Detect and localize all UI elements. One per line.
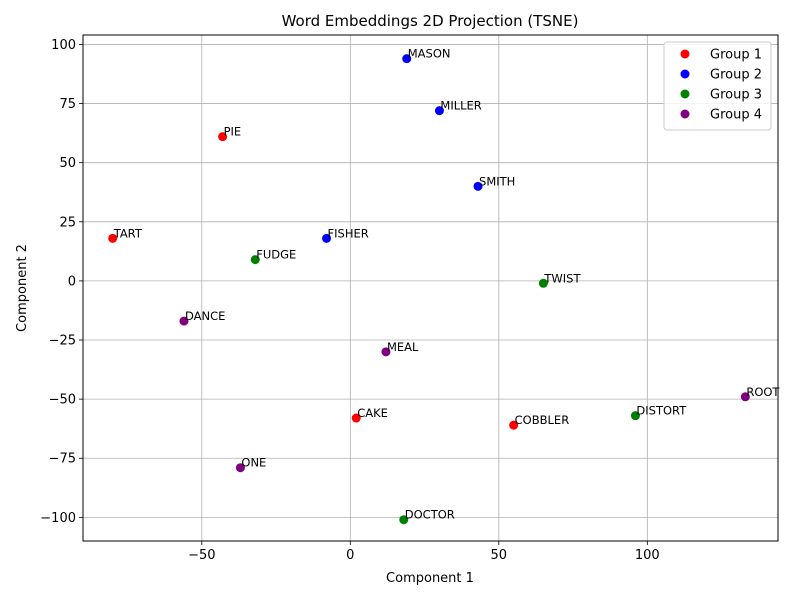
point-label-smith: SMITH — [479, 174, 515, 188]
point-root — [740, 392, 750, 402]
point-label-mason: MASON — [408, 47, 451, 61]
y-tick-label: −75 — [49, 452, 76, 467]
chart-title: Word Embeddings 2D Projection (TSNE) — [282, 12, 579, 30]
legend-label: Group 2 — [710, 68, 762, 83]
point-label-distort: DISTORT — [636, 404, 687, 418]
x-tick-label: 100 — [635, 548, 660, 563]
legend-marker — [680, 109, 690, 119]
legend-marker — [680, 89, 690, 99]
point-label-cobbler: COBBLER — [515, 413, 570, 427]
legend-label: Group 4 — [710, 108, 762, 123]
point-label-pie: PIE — [224, 125, 242, 139]
point-label-meal: MEAL — [387, 340, 419, 354]
y-tick-label: −25 — [49, 334, 76, 349]
point-label-fisher: FISHER — [328, 226, 369, 240]
y-tick-label: 50 — [59, 156, 76, 171]
x-tick-label: 50 — [491, 548, 508, 563]
point-label-dance: DANCE — [185, 309, 225, 323]
point-pie — [218, 132, 228, 142]
point-label-cake: CAKE — [357, 406, 388, 420]
point-dance — [179, 316, 189, 326]
point-label-root: ROOT — [746, 385, 780, 399]
point-smith — [473, 181, 483, 191]
point-miller — [434, 106, 444, 116]
y-tick-label: −100 — [40, 511, 76, 526]
y-tick-label: −50 — [49, 393, 76, 408]
x-tick-label: −50 — [188, 548, 215, 563]
y-tick-label: 100 — [51, 38, 76, 53]
point-label-fudge: FUDGE — [256, 248, 296, 262]
plot-frame — [82, 34, 779, 542]
point-meal — [381, 347, 391, 357]
data-points: PIE TART CAKE COBBLER MASON MILLER SMITH FISHER… — [108, 47, 780, 525]
y-axis-title: Component 2 — [15, 244, 30, 332]
point-label-miller: MILLER — [440, 99, 481, 113]
point-fudge — [250, 255, 260, 265]
point-distort — [630, 411, 640, 421]
point-tart — [108, 233, 118, 243]
point-fisher — [322, 233, 332, 243]
point-doctor — [399, 515, 409, 525]
legend-label: Group 3 — [710, 88, 762, 103]
x-tick-label: 0 — [346, 548, 354, 563]
point-label-twist: TWIST — [543, 271, 581, 285]
legend-label: Group 1 — [710, 48, 762, 63]
point-cobbler — [509, 420, 519, 430]
legend-marker — [680, 49, 690, 59]
legend: Group 1 Group 2 Group 3 Group 4 — [663, 41, 772, 131]
y-tick-label: 75 — [59, 97, 76, 112]
y-tick-label: 0 — [68, 274, 76, 289]
point-cake — [351, 413, 361, 423]
y-tick-label: 25 — [59, 215, 76, 230]
point-label-one: ONE — [241, 456, 266, 470]
grid — [83, 35, 778, 541]
point-label-tart: TART — [113, 226, 143, 240]
point-twist — [538, 278, 548, 288]
legend-box — [663, 41, 772, 131]
point-one — [235, 463, 245, 473]
legend-marker — [680, 69, 690, 79]
point-label-doctor: DOCTOR — [405, 508, 455, 522]
point-mason — [402, 54, 412, 64]
axis-ticks: −50 0 50 100 −100 −75 −50 −25 0 25 50 75 100 — [40, 38, 659, 563]
x-axis-title: Component 1 — [386, 571, 474, 586]
